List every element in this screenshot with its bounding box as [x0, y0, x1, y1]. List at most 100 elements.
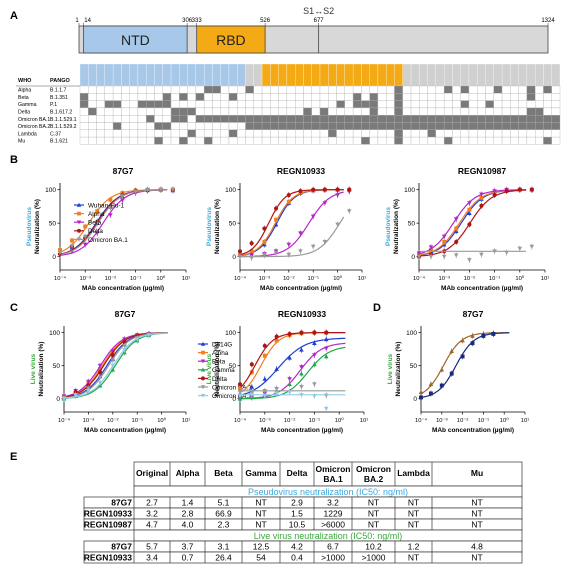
mutation-cell [170, 107, 180, 116]
mutation-cell [526, 136, 536, 145]
mutation-cell [319, 85, 329, 94]
x-tick-label: 10⁻¹ [130, 276, 142, 282]
mutation-cell [212, 107, 221, 116]
x-tick-label: 10⁻⁴ [58, 417, 71, 424]
data-point [504, 250, 509, 255]
mutation-cell [402, 85, 412, 94]
mutation-cell [501, 107, 511, 116]
grid-header-cell [435, 63, 445, 87]
mutation-cell [328, 107, 337, 116]
mutation-cell [220, 122, 230, 130]
data-point [286, 242, 292, 247]
data-point [467, 207, 472, 212]
mutation-cell [526, 100, 536, 109]
mutation-cell [154, 107, 163, 116]
mutation-cell [278, 107, 288, 116]
mutation-cell [518, 115, 528, 123]
y-axis-label: Neutralization (%) [393, 199, 400, 254]
data-point [347, 187, 352, 192]
table-cell: 4.7 [146, 520, 158, 530]
mutation-cell [386, 129, 395, 138]
data-point [470, 333, 475, 338]
mutation-cell [543, 122, 552, 130]
mutation-cell [121, 129, 130, 138]
mutation-cell [402, 100, 412, 109]
mutation-cell [220, 100, 230, 109]
mutation-cell [443, 122, 453, 130]
mutation-cell [187, 136, 197, 145]
mutation-cell [352, 107, 362, 116]
y-tick-label: 0 [411, 254, 415, 261]
chart-2: 0 50 100 10⁻⁴ 10⁻³ 10⁻² 10⁻¹ 10⁰ 10¹ REGN10933 MAb… [206, 166, 366, 292]
table-cell: 1.5 [291, 509, 303, 519]
mutation-cell [369, 115, 379, 123]
mutation-cell [452, 136, 461, 145]
table-cell: 6.7 [327, 542, 339, 552]
mutation-cell [112, 136, 122, 145]
grid-header-cell [336, 63, 345, 87]
mutation-cell [212, 136, 221, 145]
mutation-cell [427, 129, 437, 138]
grid-header-cell [443, 63, 453, 87]
x-tick-label: 10¹ [182, 418, 190, 424]
data-point [73, 393, 78, 398]
mutation-cell [477, 115, 486, 123]
mutation-cell [319, 100, 329, 109]
mutation-cell [468, 100, 478, 109]
mutation-cell [104, 93, 114, 101]
mutation-cell [477, 93, 486, 101]
data-point [286, 252, 292, 257]
mutation-cell [419, 107, 428, 116]
mutation-cell [303, 107, 312, 116]
data-point [299, 330, 304, 335]
mutation-cell [104, 100, 114, 109]
section-title: Live virus neutralization (IC50: ng/ml) [254, 531, 403, 541]
legend-entry: Delta [88, 228, 103, 235]
mutation-cell [187, 93, 197, 101]
mutation-cell [377, 85, 387, 94]
mutation-cell [493, 122, 503, 130]
mutation-cell [501, 93, 511, 101]
variant-who: Delta [18, 110, 30, 116]
data-point [460, 338, 465, 343]
grid-header-cell [162, 63, 172, 87]
x-tick-label: 10¹ [360, 418, 368, 424]
mutation-cell [162, 107, 172, 116]
grid-header-cell [295, 63, 304, 87]
table-header [133, 461, 523, 487]
data-point [82, 242, 88, 247]
x-tick-label: 10¹ [358, 276, 366, 282]
x-tick-label: 10⁰ [515, 275, 524, 282]
grid-header-cell [220, 63, 230, 87]
y-tick-label: 100 [45, 187, 56, 194]
series-omicron-ba-1 [57, 186, 176, 256]
data-point [262, 388, 268, 394]
data-point [237, 396, 243, 401]
mutation-cell [88, 136, 97, 145]
header-pango: PANGO [50, 78, 70, 84]
x-tick-label: 10⁰ [333, 275, 342, 282]
grid-header-cell [170, 63, 180, 87]
mutation-grid: WHO PANGO Alpha B.1.1.7 Beta B.1.351 Gamma P.1 D… [16, 63, 561, 145]
x-tick-label: 10⁻⁴ [234, 417, 247, 424]
mutation-cell [518, 136, 528, 145]
table-cell: NT [255, 498, 266, 508]
data-point [94, 231, 100, 236]
mutation-cell [377, 107, 387, 116]
mutation-cell [534, 129, 544, 138]
data-point [98, 367, 102, 371]
fit-curve [241, 216, 345, 258]
mutation-cell [336, 107, 346, 116]
mutation-cell [452, 100, 461, 109]
data-point [76, 220, 82, 225]
mutation-cell [112, 107, 122, 116]
data-point [335, 193, 340, 198]
mutation-cell [286, 129, 296, 138]
data-point [97, 375, 103, 380]
x-axis-label: MAb concentration (µg/ml) [84, 427, 166, 434]
mutation-cell [162, 85, 172, 94]
grid-header-cell [203, 63, 213, 87]
mutation-cell [460, 85, 470, 94]
mutation-cell [311, 100, 321, 109]
